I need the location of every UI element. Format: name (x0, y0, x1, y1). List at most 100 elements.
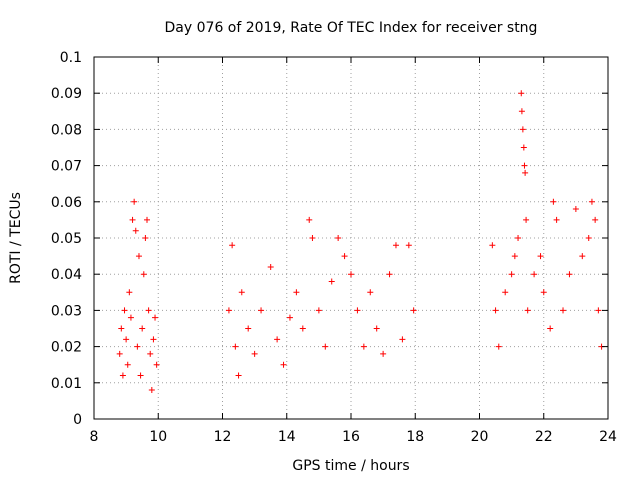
data-point (520, 144, 527, 151)
data-point (354, 307, 361, 314)
data-point (550, 198, 557, 205)
y-tick-label: 0.02 (51, 340, 82, 356)
data-point (515, 235, 522, 241)
x-tick-label: 16 (342, 429, 360, 445)
data-point (121, 307, 128, 314)
y-tick-label: 0.03 (51, 303, 82, 319)
data-point (127, 314, 134, 321)
data-point (322, 343, 329, 350)
data-point (142, 235, 149, 241)
data-point (286, 314, 293, 321)
data-point (134, 343, 141, 350)
data-point (341, 253, 348, 260)
data-point (124, 361, 131, 368)
x-tick-label: 8 (90, 429, 99, 445)
data-point (245, 325, 252, 332)
data-point (135, 253, 142, 260)
data-point (315, 307, 322, 314)
data-point (152, 314, 159, 321)
data-point (560, 307, 567, 314)
data-point (508, 271, 515, 278)
y-tick-label: 0.07 (51, 159, 82, 175)
data-point (129, 216, 136, 223)
data-point (140, 271, 147, 278)
data-point (380, 350, 387, 357)
x-tick-label: 20 (471, 429, 489, 445)
data-point (392, 242, 399, 249)
data-point (148, 387, 155, 394)
data-point (518, 90, 525, 97)
data-point (150, 336, 157, 343)
data-point (335, 235, 342, 241)
data-point (524, 307, 531, 314)
data-point (540, 289, 547, 296)
data-point (119, 372, 126, 379)
data-point (553, 216, 560, 223)
data-point (299, 325, 306, 332)
y-tick-label: 0.08 (51, 122, 82, 138)
data-point (267, 263, 274, 270)
x-tick-label: 18 (406, 429, 424, 445)
data-point (410, 307, 417, 314)
x-tick-label: 12 (214, 429, 232, 445)
data-point (126, 289, 133, 296)
data-point (518, 108, 525, 115)
data-point (360, 343, 367, 350)
data-point (585, 235, 592, 241)
y-tick-label: 0.1 (60, 50, 82, 66)
data-point (232, 343, 239, 350)
data-point (147, 350, 154, 357)
data-point (309, 235, 316, 241)
chart-title: Day 076 of 2019, Rate Of TEC Index for r… (165, 20, 538, 36)
y-tick-label: 0 (73, 412, 82, 428)
data-point (572, 206, 579, 213)
data-point (405, 242, 412, 249)
data-point (235, 372, 242, 379)
data-point (116, 350, 123, 357)
data-point (145, 307, 152, 314)
data-point (399, 336, 406, 343)
data-point (519, 126, 526, 133)
y-tick-label: 0.09 (51, 86, 82, 102)
data-point (274, 336, 281, 343)
data-point (588, 198, 595, 205)
data-point (523, 216, 530, 223)
data-point (328, 278, 335, 285)
grid (94, 57, 608, 419)
data-point (280, 361, 287, 368)
data-point (306, 216, 313, 223)
y-tick-label: 0.04 (51, 267, 82, 283)
x-tick-label: 10 (149, 429, 167, 445)
data-point (547, 325, 554, 332)
data-point (489, 242, 496, 249)
x-tick-label: 14 (278, 429, 296, 445)
data-point (153, 361, 160, 368)
data-point (137, 372, 144, 379)
data-point (123, 336, 130, 343)
data-point (293, 289, 300, 296)
data-point (492, 307, 499, 314)
data-point (118, 325, 125, 332)
data-point (566, 271, 573, 278)
data-point (251, 350, 258, 357)
y-tick-label: 0.05 (51, 231, 82, 247)
data-point (495, 343, 502, 350)
data-point (521, 162, 528, 169)
data-point (531, 271, 538, 278)
y-axis-label: ROTI / TECUs (8, 192, 24, 284)
data-point (258, 307, 265, 314)
y-tick-label: 0.01 (51, 376, 82, 392)
x-axis-label: GPS time / hours (292, 458, 409, 474)
data-point (579, 253, 586, 260)
axis-ticks: 8 10 12 14 16 18 20 22 24 0 0.01 0.02 0.03 0.04 0.05 0.… (51, 50, 617, 445)
data-point (537, 253, 544, 260)
data-point (595, 307, 602, 314)
x-tick-label: 24 (599, 429, 617, 445)
data-point (225, 307, 232, 314)
data-point (131, 198, 138, 205)
data-point (502, 289, 509, 296)
data-point (511, 253, 518, 260)
data-point (229, 242, 236, 249)
data-point (592, 216, 599, 223)
